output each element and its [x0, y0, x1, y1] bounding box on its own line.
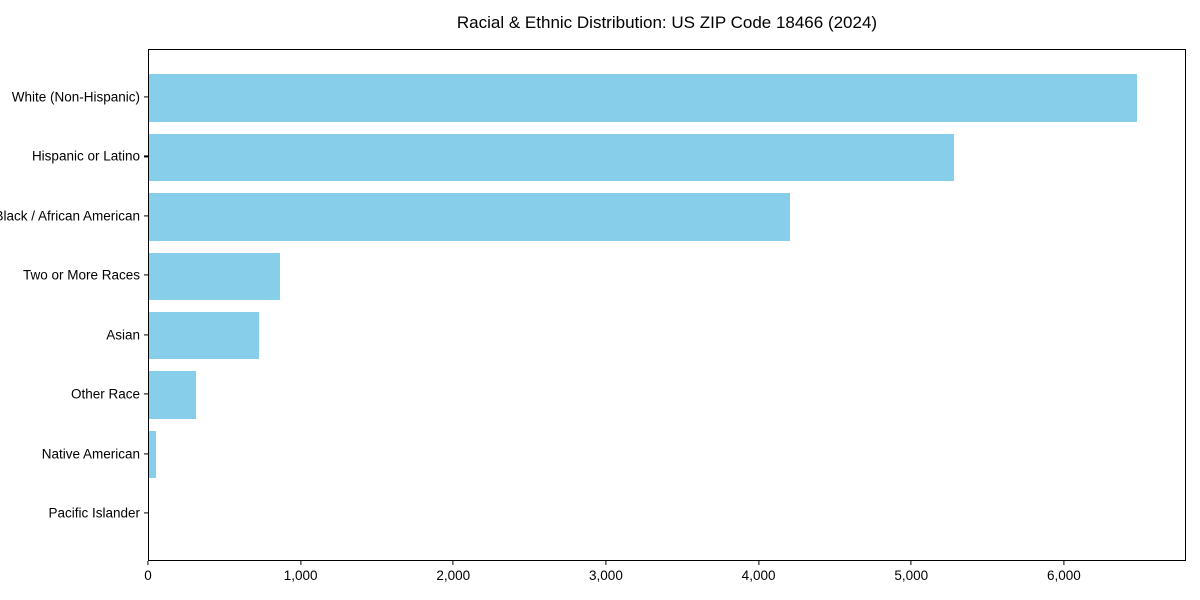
bar [149, 311, 259, 360]
y-tick-label: Asian [106, 327, 140, 343]
x-tick-mark [452, 561, 454, 565]
y-tick-mark [144, 155, 148, 158]
y-tick-mark [144, 452, 148, 455]
y-tick-mark [144, 274, 148, 276]
x-tick-label: 2,000 [436, 568, 471, 583]
y-tick-label: Two or More Races [22, 267, 140, 283]
x-tick-mark [605, 561, 607, 565]
x-tick-mark [147, 561, 149, 565]
x-tick-label: 0 [144, 568, 152, 583]
y-tick-mark [144, 393, 148, 395]
x-tick-mark [757, 561, 760, 565]
bar [149, 133, 954, 182]
x-tick-mark [910, 561, 912, 565]
y-tick-label: Hispanic or Latino [31, 148, 140, 164]
bar [149, 371, 197, 419]
y-tick-mark [144, 334, 148, 336]
bar [149, 193, 791, 241]
y-tick-mark [144, 96, 148, 98]
x-tick-label: 5,000 [894, 568, 929, 583]
y-tick-mark [144, 512, 148, 514]
y-tick-label: Pacific Islander [48, 505, 140, 521]
x-tick-label: 6,000 [1046, 568, 1081, 583]
y-tick-label: White (Non-Hispanic) [11, 89, 140, 105]
bar [149, 74, 1137, 122]
bar [149, 430, 156, 479]
plot-area [148, 49, 1186, 561]
y-tick-mark [144, 215, 148, 217]
x-tick-label: 3,000 [589, 568, 623, 583]
y-tick-label: Black / African American [0, 208, 140, 224]
x-tick-mark [1063, 561, 1065, 565]
x-tick-label: 1,000 [283, 568, 318, 583]
x-tick-label: 4,000 [741, 568, 776, 583]
bar [149, 252, 281, 301]
x-tick-mark [300, 561, 302, 565]
chart-title: Racial & Ethnic Distribution: US ZIP Cod… [456, 13, 878, 32]
y-tick-label: Other Race [70, 386, 140, 402]
y-tick-label: Native American [41, 446, 140, 462]
